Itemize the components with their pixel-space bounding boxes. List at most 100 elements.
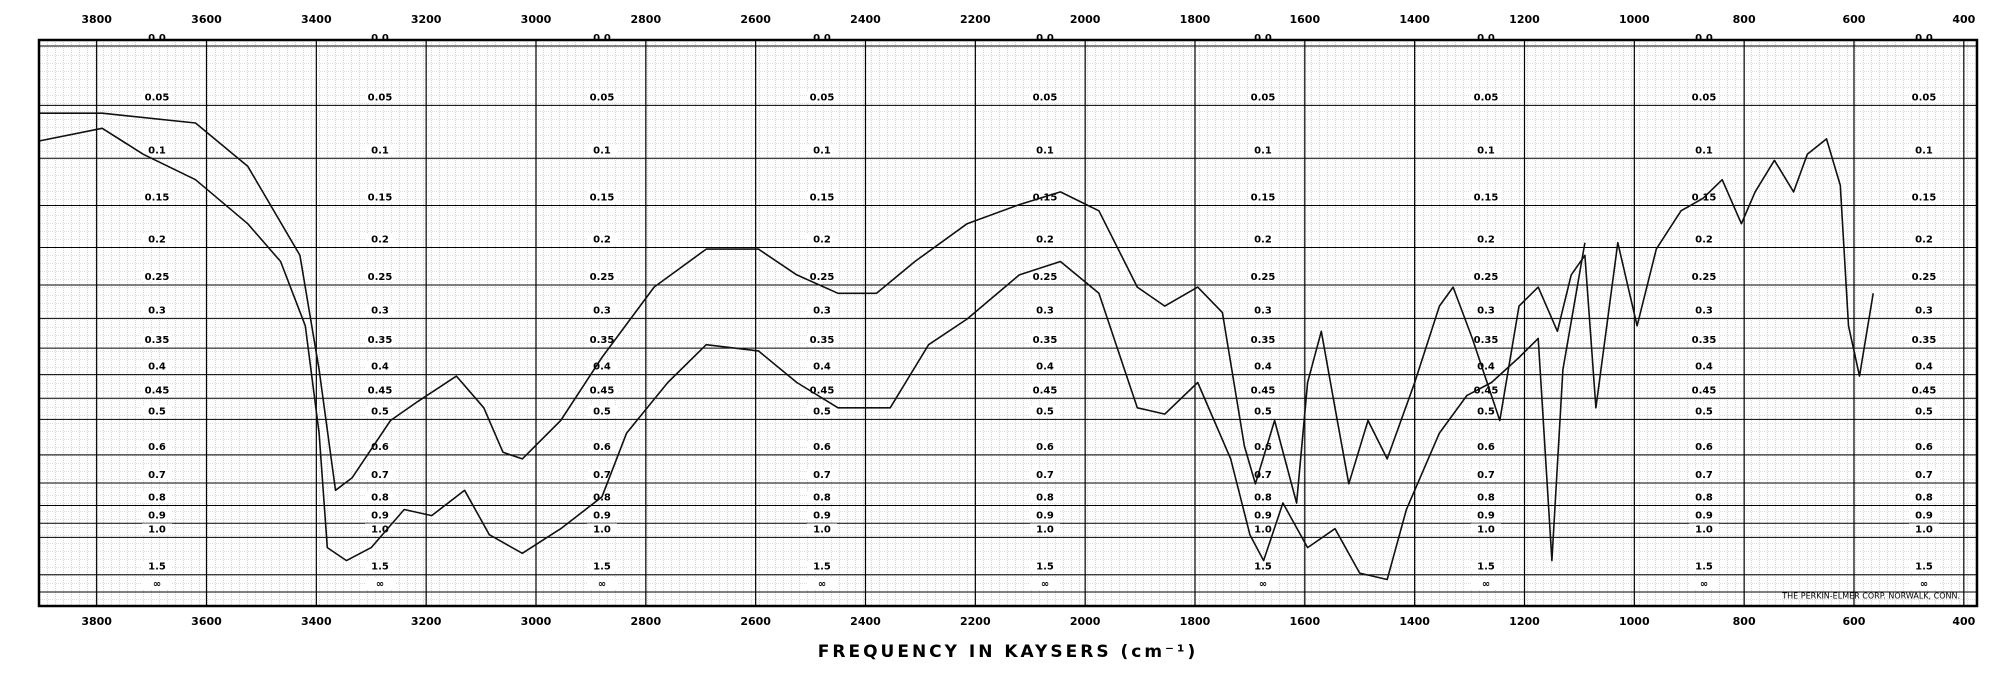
x-axis-label: FREQUENCY IN KAYSERS (cm⁻¹): [818, 642, 1198, 662]
y-tick-label-bg: [1909, 384, 1939, 396]
y-tick-label-bg: [1689, 469, 1719, 481]
y-tick-label: 0.1: [1695, 145, 1713, 156]
y-tick-label: 0.0: [593, 33, 611, 44]
y-tick-label: 0.1: [1915, 145, 1933, 156]
y-tick-label-bg: [1471, 384, 1501, 396]
y-tick-label: 0.2: [593, 234, 611, 245]
y-tick-label-bg: [142, 523, 172, 535]
y-tick-label: 0.8: [813, 492, 831, 503]
y-tick-label-bg: [1909, 270, 1939, 282]
x-tick-label-top: 1600: [1290, 13, 1321, 26]
y-tick-label: 0.35: [145, 335, 170, 346]
x-tick-label-top: 1000: [1619, 13, 1650, 26]
y-tick-label-bg: [1248, 384, 1278, 396]
y-tick-label: 0.8: [371, 492, 389, 503]
y-tick-label: 0.1: [148, 145, 166, 156]
x-tick-label-top: 2000: [1070, 13, 1101, 26]
x-tick-label-top: 1400: [1399, 13, 1430, 26]
y-tick-label: 1.5: [371, 562, 389, 573]
y-tick-label-bg: [807, 578, 837, 589]
y-tick-label-bg: [1909, 32, 1939, 43]
y-tick-label: 0.8: [1915, 492, 1933, 503]
y-tick-label-bg: [1471, 32, 1501, 43]
y-tick-label: 1.0: [1477, 524, 1495, 535]
y-tick-label-bg: [807, 360, 837, 372]
y-tick-label: 0.9: [1695, 510, 1713, 521]
y-tick-label-bg: [807, 334, 837, 346]
y-tick-label: 0.8: [148, 492, 166, 503]
x-tick-label: 2200: [960, 615, 991, 628]
y-tick-label: 0.15: [1912, 192, 1937, 203]
x-tick-label: 3600: [191, 615, 222, 628]
y-tick-label: ∞: [818, 579, 826, 590]
y-tick-label-bg: [1471, 578, 1501, 589]
y-tick-label: 0.35: [1033, 335, 1058, 346]
y-tick-label: 0.3: [1036, 305, 1054, 316]
y-tick-label: 1.0: [1915, 524, 1933, 535]
y-tick-label: 0.05: [1251, 92, 1276, 103]
y-tick-label: 0.45: [1912, 385, 1937, 396]
y-tick-label: 0.8: [593, 492, 611, 503]
y-tick-label-bg: [587, 469, 617, 481]
y-tick-label-bg: [1689, 523, 1719, 535]
y-tick-label: 0.3: [593, 305, 611, 316]
y-tick-label-bg: [1909, 469, 1939, 481]
y-tick-label-bg: [1248, 32, 1278, 43]
y-tick-label: 0.15: [1033, 192, 1058, 203]
y-tick-label: 0.2: [1695, 234, 1713, 245]
x-tick-label: 1800: [1180, 615, 1211, 628]
y-tick-label-bg: [807, 384, 837, 396]
y-tick-label: 0.45: [145, 385, 170, 396]
y-tick-label-bg: [1030, 523, 1060, 535]
y-tick-label-bg: [1030, 233, 1060, 245]
y-tick-label-bg: [587, 191, 617, 203]
y-tick-label: 0.5: [593, 406, 611, 417]
y-tick-label-bg: [1909, 304, 1939, 316]
y-tick-label: 0.3: [1477, 305, 1495, 316]
y-tick-label-bg: [1471, 191, 1501, 203]
y-tick-label-bg: [365, 523, 395, 535]
y-tick-label: 0.1: [593, 145, 611, 156]
y-tick-label-bg: [587, 304, 617, 316]
y-tick-label-bg: [807, 270, 837, 282]
y-tick-label: 0.45: [1251, 385, 1276, 396]
y-tick-label: 0.05: [810, 92, 835, 103]
y-tick-label-bg: [1689, 491, 1719, 503]
y-tick-label: 0.8: [1036, 492, 1054, 503]
y-tick-label-bg: [1030, 360, 1060, 372]
y-tick-label: 1.0: [1254, 524, 1272, 535]
y-tick-label-bg: [1471, 270, 1501, 282]
y-tick-label-bg: [587, 233, 617, 245]
y-tick-label: 0.2: [1036, 234, 1054, 245]
y-tick-label: 0.6: [1915, 442, 1933, 453]
y-tick-label: 0.6: [1477, 442, 1495, 453]
y-tick-label-bg: [365, 440, 395, 452]
y-tick-label: 0.5: [813, 406, 831, 417]
y-tick-label: 0.5: [1695, 406, 1713, 417]
y-tick-label: 0.45: [1474, 385, 1499, 396]
y-tick-label-bg: [1909, 509, 1939, 521]
grid: [39, 40, 1977, 606]
y-tick-label: 0.9: [1477, 510, 1495, 521]
y-tick-label: 0.05: [590, 92, 615, 103]
x-tick-label: 2000: [1070, 615, 1101, 628]
x-tick-label: 2800: [631, 615, 662, 628]
y-tick-label: 0.9: [371, 510, 389, 521]
y-tick-label-bg: [1471, 440, 1501, 452]
y-tick-label: 1.5: [1695, 562, 1713, 573]
y-tick-label-bg: [1248, 270, 1278, 282]
y-tick-label-bg: [807, 144, 837, 156]
y-tick-label-bg: [1248, 523, 1278, 535]
y-tick-label: 0.7: [371, 470, 389, 481]
y-tick-label-bg: [1030, 440, 1060, 452]
y-tick-label-bg: [142, 304, 172, 316]
y-tick-label-bg: [142, 270, 172, 282]
y-tick-label-bg: [365, 144, 395, 156]
y-tick-label: 0.05: [1474, 92, 1499, 103]
y-tick-label: 0.25: [1912, 272, 1937, 283]
y-tick-label: 0.3: [148, 305, 166, 316]
y-tick-label: 1.5: [1254, 562, 1272, 573]
y-tick-label-bg: [142, 144, 172, 156]
y-tick-label: 0.25: [810, 272, 835, 283]
y-tick-label-bg: [1909, 144, 1939, 156]
